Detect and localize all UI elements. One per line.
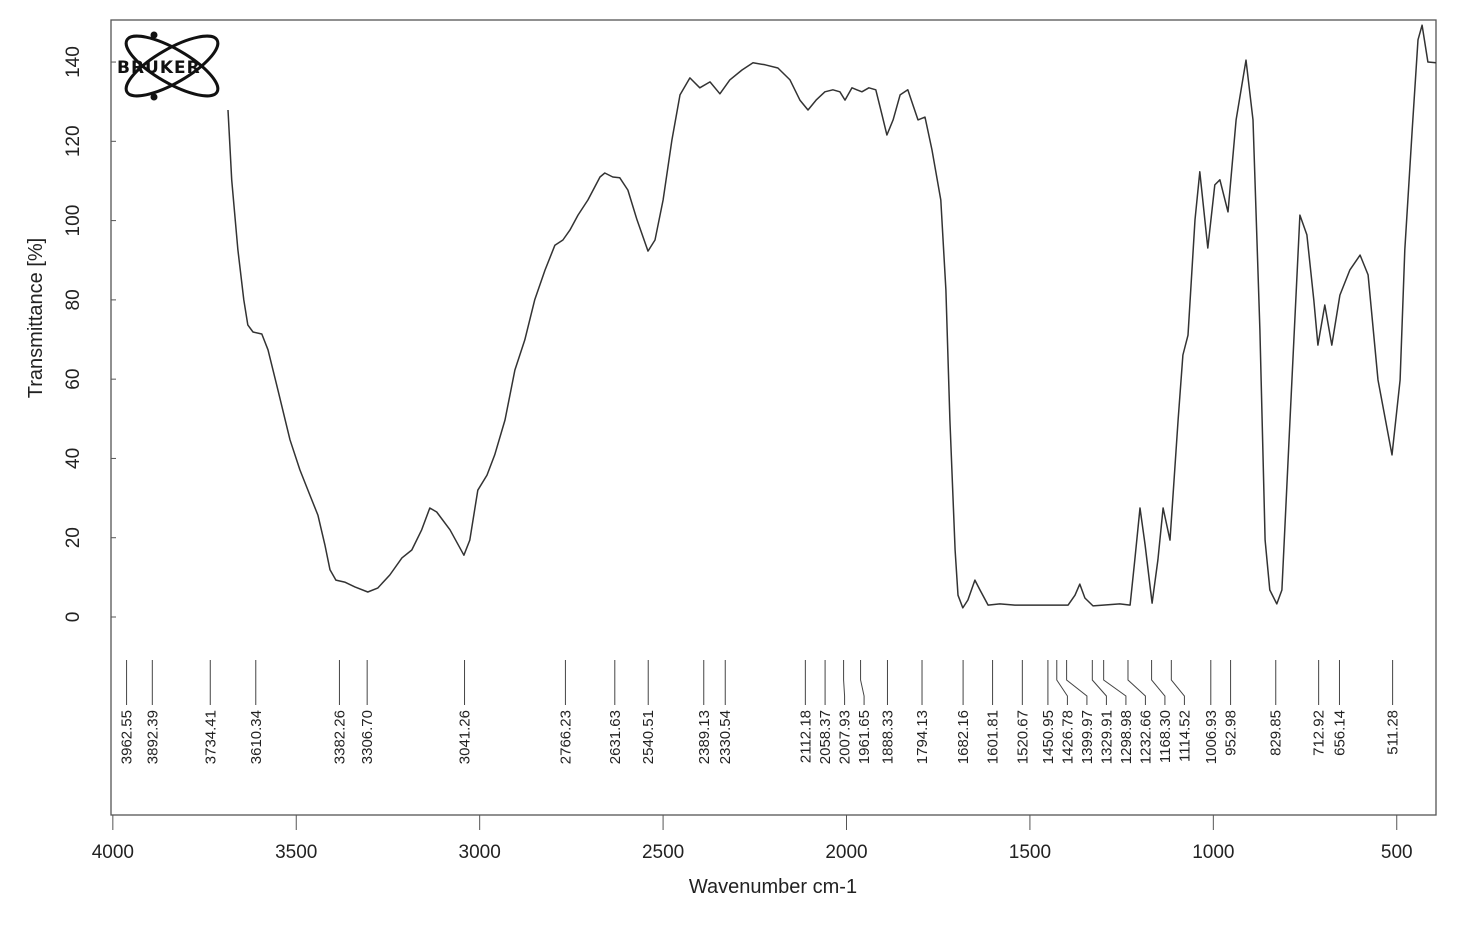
x-tick-label: 2500 [642, 842, 684, 863]
peak-label: 1426.78 [1059, 710, 1076, 764]
peak-label: 3041.26 [457, 710, 474, 764]
peak-label: 1961.65 [856, 710, 873, 764]
peak-annotations: 3962.55 3892.39 3734.41 3610.34 3382.26 3306.… [119, 660, 1402, 764]
y-tick-label: 140 [63, 46, 84, 78]
peak-label: 1329.91 [1098, 710, 1115, 764]
peak-label: 2766.23 [557, 710, 574, 764]
peak-label: 3962.55 [119, 710, 136, 764]
logo-text: BRUKER [117, 58, 201, 78]
peak-marker [1091, 660, 1107, 705]
peak-label: 1298.98 [1118, 710, 1135, 764]
peak-label: 2112.18 [797, 710, 814, 763]
peak-label: 1450.95 [1040, 710, 1057, 764]
peak-label: 1520.67 [1014, 710, 1031, 764]
peak-label: 1006.93 [1203, 710, 1220, 764]
y-tick-label: 100 [63, 205, 84, 237]
spectrum-line [227, 24, 1437, 609]
peak-label: 712.92 [1311, 710, 1328, 756]
y-axis: 0 20 40 60 80 100 120 140 [63, 46, 116, 622]
peak-label: 2330.54 [717, 710, 734, 764]
peak-label: 2007.93 [837, 710, 854, 764]
x-axis-title: Wavenumber cm-1 [689, 876, 857, 898]
peak-label: 1168.30 [1157, 710, 1174, 763]
peak-marker [1066, 660, 1088, 705]
x-tick-label: 1000 [1192, 842, 1234, 863]
peak-label: 2540.51 [640, 710, 657, 764]
x-tick-label: 500 [1381, 842, 1413, 863]
peak-label: 3610.34 [248, 710, 265, 764]
peak-marker [1103, 660, 1127, 705]
peak-label: 1888.33 [879, 710, 896, 764]
plot-frame [110, 19, 1437, 816]
peak-label: 511.28 [1385, 710, 1402, 755]
peak-label: 656.14 [1331, 710, 1348, 756]
x-axis: 4000 3500 3000 2500 2000 1500 1000 500 [92, 815, 1413, 863]
y-tick-label: 120 [63, 125, 84, 157]
peak-marker [1127, 660, 1146, 705]
y-axis-title: Transmittance [%] [25, 238, 47, 398]
bruker-logo: BRUKER [117, 31, 220, 101]
peak-label: 1399.97 [1079, 710, 1096, 764]
peak-label: 3306.70 [359, 710, 376, 764]
peak-label: 829.85 [1268, 710, 1285, 756]
x-tick-label: 1500 [1009, 842, 1051, 863]
peak-label: 3734.41 [202, 710, 219, 764]
x-tick-label: 4000 [92, 842, 134, 863]
x-tick-label: 3000 [459, 842, 501, 863]
y-tick-label: 80 [63, 289, 84, 310]
x-tick-label: 3500 [275, 842, 317, 863]
y-tick-label: 0 [63, 612, 84, 623]
peak-label: 1601.81 [985, 710, 1002, 764]
peak-label: 1682.16 [955, 710, 972, 764]
peak-marker [1056, 660, 1068, 705]
peak-label: 2389.13 [696, 710, 713, 764]
peak-label: 3382.26 [331, 710, 348, 764]
peak-label: 1114.52 [1176, 710, 1193, 762]
peak-marker [860, 660, 865, 705]
x-tick-label: 2000 [825, 842, 867, 863]
peak-label: 1794.13 [914, 710, 931, 764]
peak-label: 3892.39 [144, 710, 161, 764]
peak-label: 952.98 [1223, 710, 1240, 756]
peak-marker [1170, 660, 1185, 705]
y-tick-label: 60 [63, 369, 84, 390]
peak-label: 2058.37 [817, 710, 834, 764]
peak-label: 2631.63 [607, 710, 624, 764]
peak-label: 1232.66 [1137, 710, 1154, 764]
y-tick-label: 20 [63, 527, 84, 548]
peak-marker [1151, 660, 1166, 705]
peak-marker [843, 660, 846, 705]
y-tick-label: 40 [63, 448, 84, 469]
